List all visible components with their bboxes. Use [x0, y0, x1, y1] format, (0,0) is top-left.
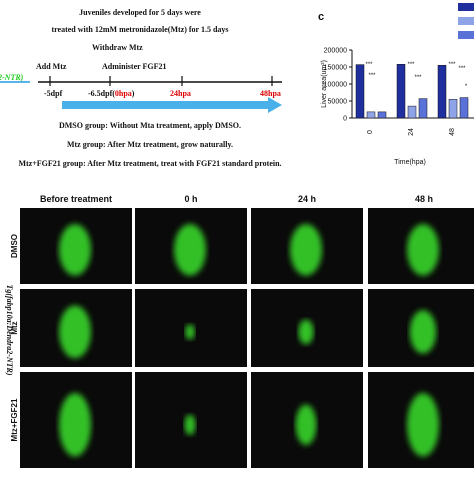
liver-signal [174, 224, 206, 276]
y-tick-label: 100000 [324, 82, 347, 89]
legend-swatch [458, 3, 474, 11]
column-header: 48 h [415, 194, 433, 204]
significance: *** [458, 66, 466, 72]
point: 48hpa [260, 89, 281, 98]
significance: *** [448, 62, 456, 68]
bar [437, 65, 447, 119]
liver-signal [59, 393, 91, 457]
x-tick-label: 0 [367, 130, 374, 134]
liver-signal [185, 324, 195, 340]
point: 24hpa [170, 89, 191, 98]
significance: * [465, 84, 468, 90]
column-header: Before treatment [40, 194, 112, 204]
panel-label: c [318, 11, 324, 23]
bar [366, 111, 376, 119]
significance: *** [368, 73, 376, 79]
intro: treated with 12mM metronidazole(Mtz) for… [51, 25, 228, 34]
liver-signal [184, 414, 196, 435]
y-tick-label: 150000 [324, 65, 347, 72]
liver-signal [295, 404, 317, 446]
significance: *** [414, 75, 422, 81]
significance: *** [365, 62, 373, 68]
y-label: Liver area(um²) [321, 60, 328, 108]
point: -6.5dpf(0hpa) [88, 89, 135, 98]
x-label: Time(hpa) [394, 159, 426, 166]
ticks [49, 76, 273, 86]
add: Add Mtz [36, 62, 67, 71]
liver-signal [407, 224, 439, 276]
y-tick-label: 50000 [328, 99, 348, 106]
intro: Juveniles developed for 5 days were [79, 8, 201, 17]
x-tick-label: 48 [449, 128, 456, 136]
x-tick-label: 24 [408, 128, 415, 136]
bar [377, 111, 387, 119]
side-label: Tg(fabp10a:Dendra2-NTR) [5, 284, 14, 375]
bar [418, 98, 428, 119]
withdraw: Withdraw Mtz [92, 43, 143, 52]
bar [448, 99, 458, 119]
image-grid: Tg(fabp10a:Dendra2-NTR) Before treatment 0… [5, 194, 474, 468]
legend-swatch [458, 31, 474, 39]
bar [459, 97, 469, 119]
row-label: Mtz+FGF21 [10, 398, 19, 441]
bar [355, 64, 365, 119]
column-header: 0 h [184, 194, 197, 204]
group: Mtz group: After Mtz treatment, grow nat… [67, 140, 233, 149]
liver-signal [409, 310, 437, 354]
chart: 0 50000 100000 150000 200000 Liver area(um²) T… [321, 3, 474, 166]
liver-signal [59, 224, 91, 276]
row-label: Mtz [10, 321, 19, 334]
line-label: 2-NTR) [0, 73, 24, 82]
y-tick-label: 200000 [324, 48, 347, 55]
group: DMSO group: Without Mta treatment, apply… [59, 121, 241, 130]
column-header: 24 h [298, 194, 316, 204]
liver-signal [298, 319, 314, 345]
bar [396, 64, 406, 119]
point: -5dpf [44, 89, 63, 98]
liver-signal [59, 305, 91, 359]
group: Mtz+FGF21 group: After Mtz treatment, tr… [18, 159, 281, 168]
administer: Administer FGF21 [102, 62, 167, 71]
arrow [62, 97, 282, 113]
significance: *** [407, 62, 415, 68]
bar [407, 105, 417, 119]
row-label: DMSO [10, 234, 19, 258]
liver-signal [407, 393, 439, 457]
legend-swatch [458, 17, 474, 25]
y-tick-label: 0 [343, 116, 347, 123]
liver-signal [290, 224, 322, 276]
